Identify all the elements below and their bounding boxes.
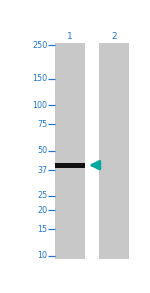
Text: 25: 25 xyxy=(37,191,47,200)
Text: 10: 10 xyxy=(37,251,47,260)
Text: 150: 150 xyxy=(32,74,47,83)
Text: 100: 100 xyxy=(32,101,47,110)
Text: 37: 37 xyxy=(37,166,47,175)
Text: 2: 2 xyxy=(111,32,117,41)
Text: 1: 1 xyxy=(67,32,73,41)
Text: 75: 75 xyxy=(37,120,47,129)
Text: 20: 20 xyxy=(37,206,47,215)
Text: 15: 15 xyxy=(37,225,47,234)
Bar xyxy=(55,163,85,168)
Text: 50: 50 xyxy=(37,146,47,155)
Text: 250: 250 xyxy=(32,41,47,50)
